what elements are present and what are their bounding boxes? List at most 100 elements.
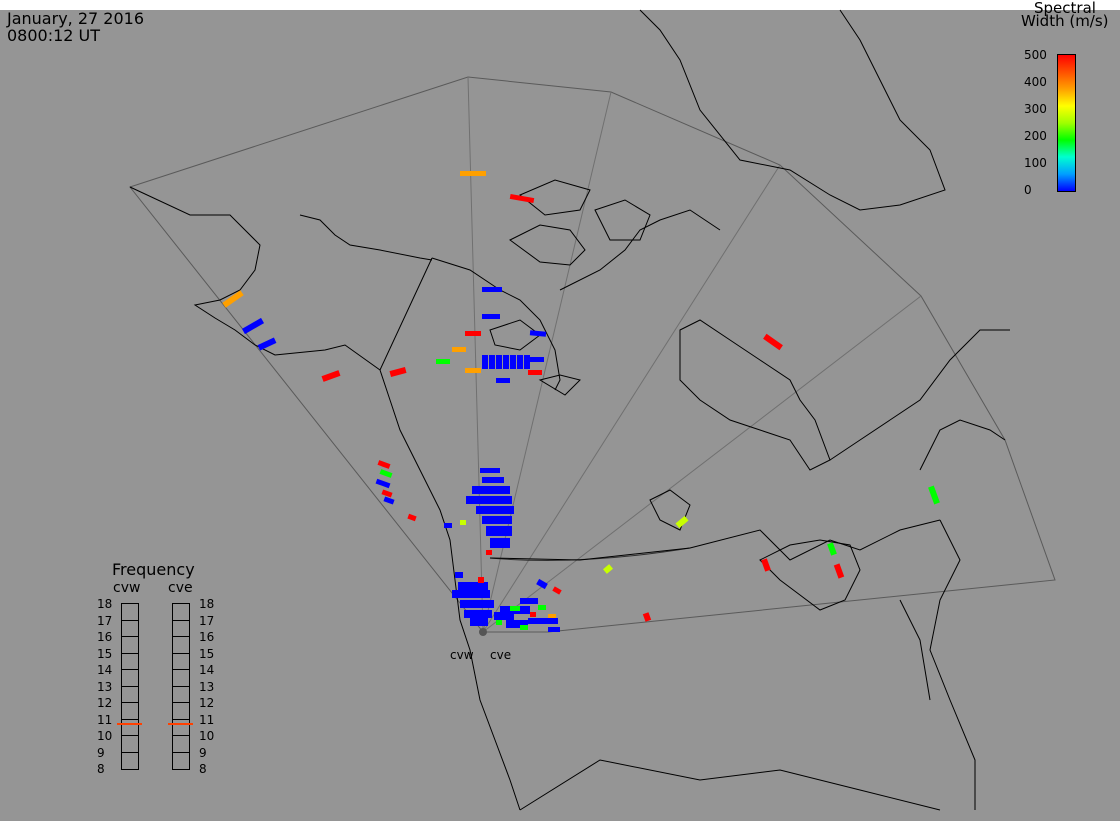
frequency-gridline <box>121 685 138 687</box>
date-label: January, 27 2016 <box>7 9 144 28</box>
data-cell <box>482 355 488 369</box>
data-cell <box>761 558 771 572</box>
data-cell <box>548 614 556 619</box>
data-cell <box>763 333 783 351</box>
data-cell <box>482 314 500 319</box>
frequency-scale-label: 10 <box>199 729 215 743</box>
frequency-gridline <box>172 702 189 703</box>
data-cell <box>482 477 504 483</box>
data-cell <box>375 478 391 489</box>
cvw-freq-label: cvw <box>113 580 141 596</box>
frequency-scale-label: 8 <box>199 762 207 776</box>
data-cell <box>478 577 484 583</box>
frequency-gridline <box>121 636 138 637</box>
data-cell <box>833 563 845 579</box>
data-cell <box>552 586 562 595</box>
frequency-gridline <box>121 735 138 736</box>
data-cell <box>482 516 512 524</box>
frequency-column <box>121 603 139 770</box>
field-of-view-outline <box>129 76 1056 633</box>
frequency-scale-label: 16 <box>199 630 215 644</box>
data-cell <box>482 287 502 292</box>
colorbar-title-line1: Spectral <box>1034 0 1096 17</box>
data-cell <box>494 612 514 620</box>
frequency-scale-label: 16 <box>97 630 113 644</box>
frequency-gridline <box>172 751 189 753</box>
frequency-marker <box>117 723 142 726</box>
data-cell <box>489 355 495 369</box>
data-cell <box>379 469 393 478</box>
data-cell <box>509 193 535 204</box>
frequency-scale-label: 14 <box>97 663 113 677</box>
data-cell <box>520 625 528 630</box>
frequency-scale-label: 12 <box>199 696 215 710</box>
data-cell <box>517 355 523 369</box>
data-cell <box>506 620 528 628</box>
data-cell <box>538 605 546 610</box>
data-cell <box>321 370 341 382</box>
frequency-gridline <box>172 685 189 687</box>
data-cell <box>520 598 538 604</box>
frequency-gridline <box>172 735 189 736</box>
frequency-scale-label: 14 <box>199 663 215 677</box>
frequency-gridline <box>121 718 138 720</box>
cve-freq-label: cve <box>168 580 193 596</box>
data-cell <box>503 355 509 369</box>
frequency-scale-label: 13 <box>97 679 113 694</box>
frequency-scale-label: 13 <box>199 679 215 694</box>
data-cell <box>460 600 494 608</box>
data-cell <box>530 357 544 362</box>
colorbar-tick-label: 0 <box>1024 183 1032 197</box>
colorbar <box>1057 54 1076 192</box>
data-cell <box>548 627 560 632</box>
frequency-scale-label: 11 <box>199 712 215 727</box>
frequency-gridline <box>121 652 138 654</box>
data-cell <box>510 355 516 369</box>
data-cell <box>928 485 940 505</box>
frequency-title: Frequency <box>112 560 195 579</box>
data-cell <box>464 610 492 618</box>
frequency-column <box>172 603 190 770</box>
data-cell <box>496 355 502 369</box>
data-cell <box>389 367 407 377</box>
radar-label-cve: cve <box>490 648 512 662</box>
data-cell <box>476 506 514 514</box>
data-cell <box>222 290 244 308</box>
data-cell <box>480 468 500 473</box>
colorbar-title-line2: Width (m/s) <box>1021 12 1109 30</box>
frequency-scale-label: 18 <box>97 597 113 611</box>
frequency-scale-label: 9 <box>97 745 105 760</box>
data-cell <box>496 378 510 383</box>
data-cell <box>452 590 490 598</box>
data-cell <box>460 171 486 176</box>
frequency-scale-label: 17 <box>199 613 215 628</box>
frequency-scale-label: 11 <box>97 712 113 727</box>
data-cell <box>458 582 488 590</box>
data-cell <box>536 578 548 590</box>
frequency-scale-label: 10 <box>97 729 113 743</box>
frequency-scale-label: 12 <box>97 696 113 710</box>
data-cell <box>528 370 542 375</box>
time-label: 0800:12 UT <box>7 26 101 45</box>
colorbar-tick-label: 300 <box>1024 102 1047 116</box>
colorbar-tick-label: 200 <box>1024 129 1047 143</box>
frequency-gridline <box>172 718 189 720</box>
radar-site-marker <box>479 628 487 636</box>
frequency-gridline <box>172 619 189 621</box>
data-cell <box>444 523 452 528</box>
colorbar-tick-label: 400 <box>1024 75 1047 89</box>
data-cell <box>496 620 502 625</box>
data-cell <box>530 612 536 617</box>
frequency-gridline <box>121 751 138 753</box>
colorbar-tick-label: 100 <box>1024 156 1047 170</box>
data-cell <box>529 330 547 337</box>
frequency-gridline <box>121 669 138 670</box>
data-cell <box>377 460 391 469</box>
data-cell <box>465 331 481 336</box>
data-cell <box>827 542 837 556</box>
coastline-outlines <box>129 9 1010 811</box>
data-cell <box>452 347 466 352</box>
data-cell <box>436 359 450 364</box>
